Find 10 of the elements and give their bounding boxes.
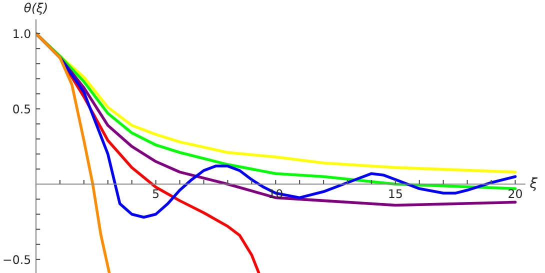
y-tick-label: 0.5 [13, 104, 30, 114]
x-tick-label: 20 [508, 189, 522, 198]
x-tick-label: 15 [389, 189, 402, 198]
line-series [36, 32, 111, 273]
y-tick-label: −0.5 [4, 255, 30, 264]
x-axis-title: ξ [530, 177, 538, 191]
y-axis-title: θ(ξ) [24, 2, 47, 15]
x-tick-label: 10 [269, 189, 282, 198]
y-tick-label: 1.0 [14, 29, 30, 38]
x-tick-label: 5 [152, 189, 159, 198]
